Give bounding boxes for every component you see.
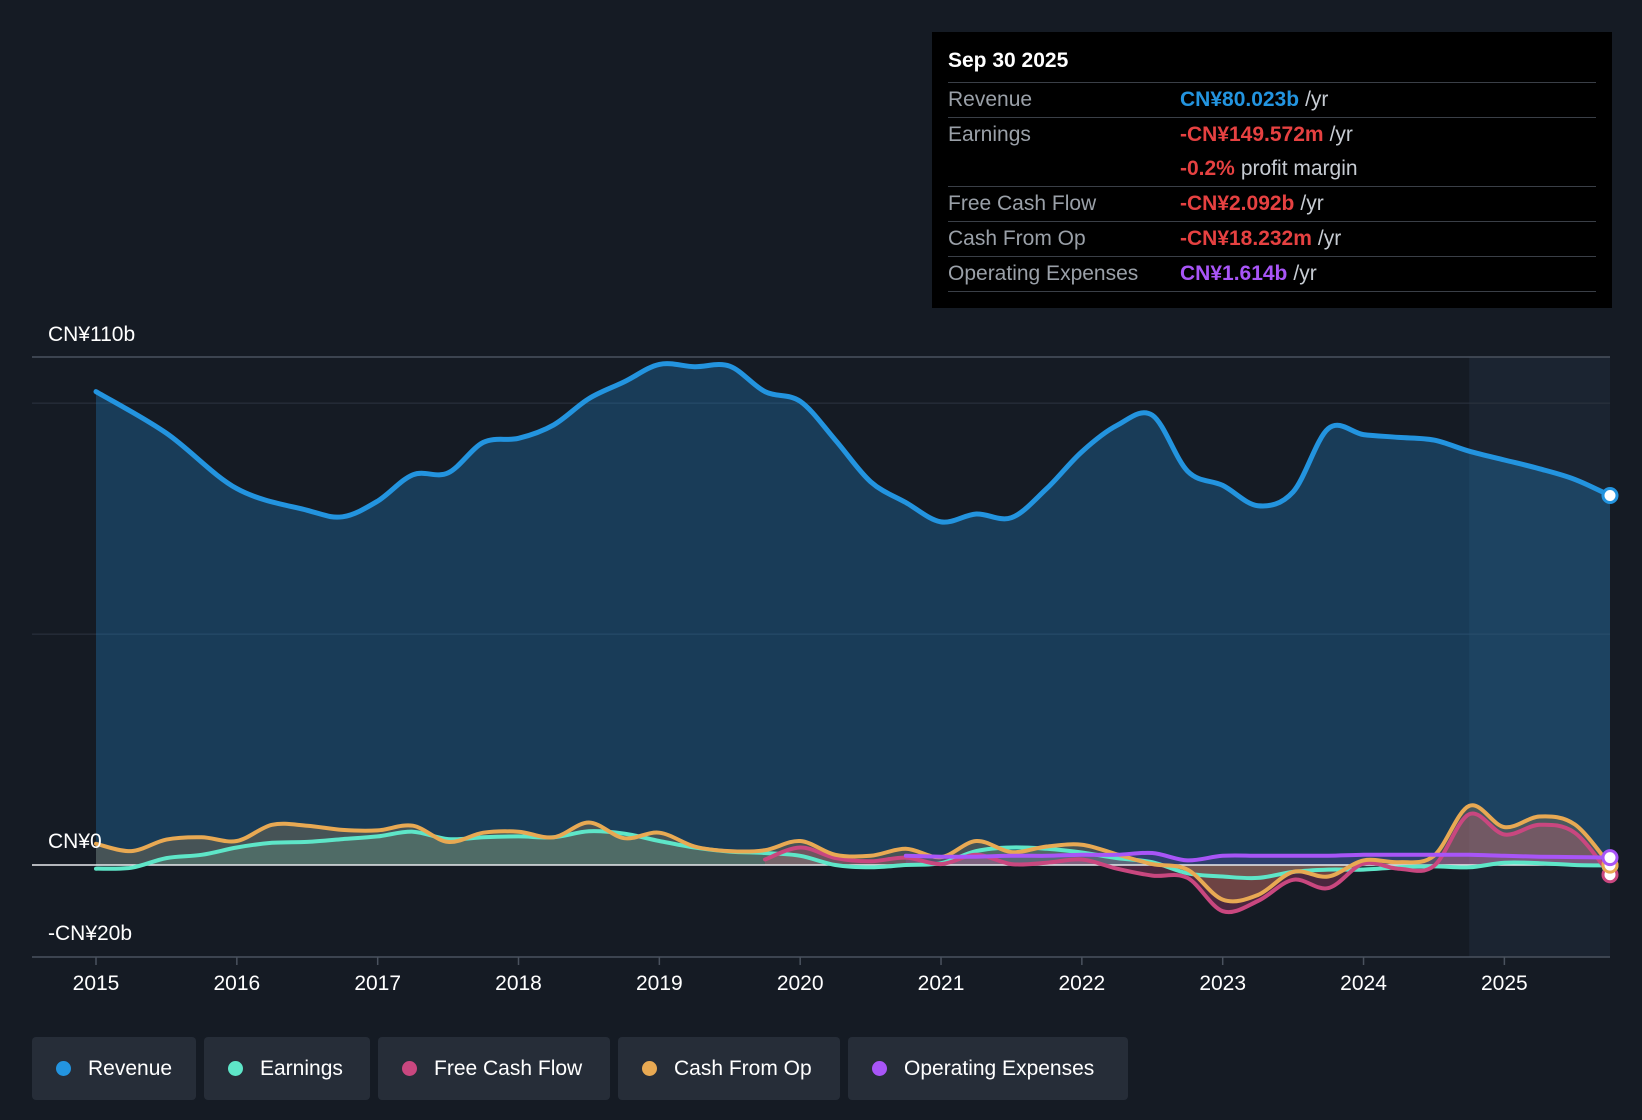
- legend-label: Operating Expenses: [904, 1056, 1095, 1080]
- free-cash-flow-area: [765, 813, 1610, 913]
- legend-cash-from-op[interactable]: Cash From Op: [618, 1037, 840, 1100]
- legend-operating-expenses[interactable]: Operating Expenses: [848, 1037, 1128, 1100]
- x-tick-label: 2021: [918, 972, 965, 995]
- legend-dot-icon: [642, 1061, 657, 1076]
- legend-dot-icon: [402, 1061, 417, 1076]
- x-tick-label: 2016: [213, 972, 260, 995]
- legend-dot-icon: [228, 1061, 243, 1076]
- earnings-line: [94, 829, 1612, 881]
- tooltip-row-profit-margin: -0.2% profit margin: [948, 152, 1596, 186]
- tooltip-label: Operating Expenses: [948, 262, 1139, 285]
- tooltip-row-earnings: Earnings -CN¥149.572m /yr: [948, 117, 1596, 152]
- tooltip-row-operating-expenses: Operating Expenses CN¥1.614b /yr: [948, 256, 1596, 292]
- legend-label: Revenue: [88, 1056, 173, 1080]
- x-tick-label: 2020: [777, 972, 824, 995]
- tooltip-unit: /yr: [1305, 88, 1329, 111]
- tooltip-value: CN¥80.023b: [1180, 88, 1300, 111]
- tooltip-row-free-cash-flow: Free Cash Flow -CN¥2.092b /yr: [948, 186, 1596, 221]
- cash-from-op-line: [94, 803, 1612, 904]
- tooltip-row-cash-from-op: Cash From Op -CN¥18.232m /yr: [948, 221, 1596, 256]
- x-tick-label: 2015: [73, 972, 120, 995]
- y-tick-label-zero: CN¥0: [48, 830, 102, 853]
- tooltip-label: Free Cash Flow: [948, 192, 1097, 215]
- tooltip-unit: /yr: [1329, 123, 1353, 146]
- x-tick-label: 2025: [1481, 972, 1528, 995]
- revenue-endpoint-marker[interactable]: [1601, 487, 1619, 505]
- tooltip-unit: profit margin: [1240, 157, 1358, 180]
- tooltip-label: Revenue: [948, 88, 1033, 111]
- tooltip-label: Cash From Op: [948, 227, 1086, 250]
- legend-revenue[interactable]: Revenue: [32, 1037, 196, 1100]
- revenue-area: [96, 363, 1610, 865]
- tooltip-label: Earnings: [948, 123, 1031, 146]
- x-tick-label: 2022: [1059, 972, 1106, 995]
- tooltip-unit: /yr: [1300, 192, 1324, 215]
- tooltip-unit: /yr: [1317, 227, 1342, 250]
- x-tick-label: 2018: [495, 972, 542, 995]
- legend-dot-icon: [872, 1061, 887, 1076]
- y-tick-label-top: CN¥110b: [48, 323, 135, 346]
- legend-label: Earnings: [260, 1056, 343, 1080]
- x-tick-label: 2023: [1199, 972, 1246, 995]
- tooltip-value: -0.2%: [1180, 157, 1235, 180]
- tooltip-unit: /yr: [1293, 262, 1317, 285]
- tooltip-value: CN¥1.614b: [1180, 262, 1288, 285]
- x-tick-label: 2019: [636, 972, 683, 995]
- legend-label: Cash From Op: [674, 1056, 812, 1080]
- legend-label: Free Cash Flow: [434, 1056, 583, 1080]
- legend-dot-icon: [56, 1061, 71, 1076]
- y-tick-label-bottom: -CN¥20b: [48, 922, 132, 945]
- x-tick-label: 2024: [1340, 972, 1387, 995]
- tooltip-value: -CN¥18.232m: [1180, 227, 1312, 250]
- tooltip-value: -CN¥149.572m: [1180, 123, 1324, 146]
- tooltip-value: -CN¥2.092b: [1180, 192, 1295, 215]
- operating-expenses-endpoint-marker[interactable]: [1601, 849, 1619, 867]
- operating-expenses-line: [903, 850, 1612, 863]
- tooltip-row-revenue: Revenue CN¥80.023b /yr: [948, 82, 1596, 117]
- legend-earnings[interactable]: Earnings: [204, 1037, 370, 1100]
- tooltip-panel: Sep 30 2025 Revenue CN¥80.023b /yr Earni…: [932, 32, 1612, 308]
- tooltip-date: Sep 30 2025: [948, 49, 1069, 72]
- x-tick-label: 2017: [354, 972, 401, 995]
- earnings-area: [96, 831, 1610, 879]
- revenue-line: [93, 361, 1613, 525]
- legend-free-cash-flow[interactable]: Free Cash Flow: [378, 1037, 610, 1100]
